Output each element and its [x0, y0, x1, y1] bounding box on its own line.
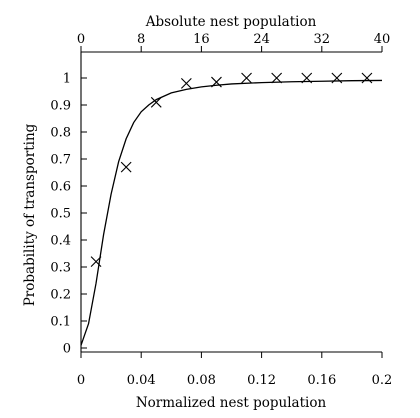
x-tick-label: 0.16	[307, 373, 336, 388]
y-tick-label: 0.2	[50, 288, 71, 303]
y-tick-label: 0.6	[50, 180, 71, 195]
top-axis: 0 8 16 24 32 40	[77, 32, 390, 52]
y-tick-label: 0.4	[50, 234, 71, 249]
x2-tick-label: 0	[77, 32, 85, 47]
data-point	[361, 72, 373, 84]
left-axis: 0 0.1 0.2 0.3 0.4 0.5 0.6 0.7 0.8 0.9 1	[50, 72, 87, 357]
data-point	[180, 78, 192, 89]
x-tick-label: 0.04	[127, 373, 156, 388]
plot-frame	[80, 51, 382, 353]
y-tick-label: 1	[63, 72, 71, 87]
x2-tick-label: 8	[137, 32, 145, 47]
y-tick-label: 0.7	[50, 153, 71, 168]
x2-tick-label: 32	[314, 32, 331, 47]
x2-tick-label: 24	[253, 32, 270, 47]
data-point	[331, 72, 343, 84]
series-layer	[80, 72, 383, 346]
x2-tick-label: 40	[374, 32, 391, 47]
data-point	[241, 72, 252, 84]
y-tick-label: 0.5	[50, 207, 71, 222]
y-tick-label: 0.1	[50, 315, 71, 330]
top-axis-title: Absolute nest population	[145, 14, 317, 30]
data-point	[150, 96, 162, 108]
data-point	[211, 76, 222, 88]
fitted-curve	[80, 79, 383, 346]
left-axis-title: Probability of transporting	[22, 123, 38, 306]
x-tick-label: 0.08	[187, 373, 216, 388]
data-point	[90, 256, 102, 267]
data-point	[271, 72, 283, 84]
data-point	[301, 72, 313, 84]
bottom-axis: 0 0.04 0.08 0.12 0.16 0.2	[77, 352, 392, 388]
x-tick-label: 0.2	[372, 373, 393, 388]
bottom-axis-title: Normalized nest population	[136, 395, 327, 411]
y-tick-label: 0	[63, 342, 71, 357]
x-tick-label: 0	[77, 373, 85, 388]
data-point	[120, 161, 132, 173]
x2-tick-label: 16	[193, 32, 210, 47]
y-tick-label: 0.3	[50, 261, 71, 276]
y-tick-label: 0.8	[50, 126, 71, 141]
x-tick-label: 0.12	[247, 373, 276, 388]
y-tick-label: 0.9	[50, 99, 71, 114]
